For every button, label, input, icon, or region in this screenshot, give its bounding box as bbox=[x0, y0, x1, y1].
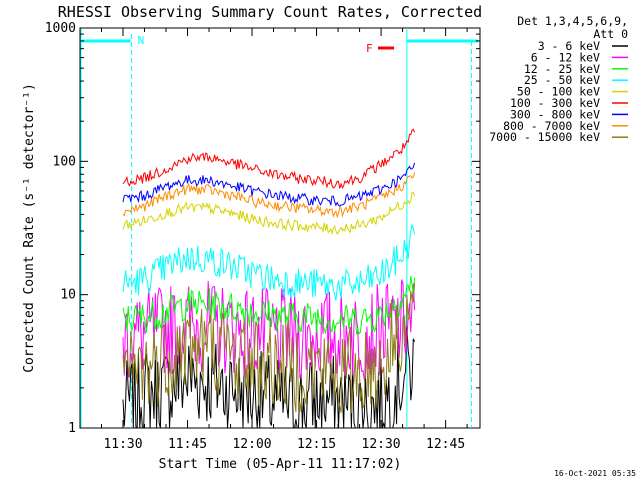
legend-label: 300 - 800 keV bbox=[510, 107, 600, 121]
legend-label: 100 - 300 keV bbox=[510, 96, 600, 110]
flare-label: F bbox=[366, 42, 373, 55]
legend-label: 25 - 50 keV bbox=[524, 73, 600, 87]
plot-frame bbox=[79, 27, 481, 429]
chart-title: RHESSI Observing Summary Count Rates, Co… bbox=[58, 3, 482, 21]
generation-timestamp: 16-Oct-2021 05:35 bbox=[554, 469, 636, 478]
series-line-800-7000keV bbox=[122, 172, 416, 219]
legend-label: 3 - 6 keV bbox=[538, 39, 600, 53]
series-line-50-100keV bbox=[122, 191, 416, 236]
series-layer bbox=[122, 128, 416, 429]
legend-label: 6 - 12 keV bbox=[531, 50, 600, 64]
night-label: N bbox=[138, 34, 145, 47]
axis-layer: 1 10 100 1000 11:30 11:45 12:00 12:15 12:30 12:45 bbox=[45, 21, 480, 452]
x-tick-label: 11:30 bbox=[103, 437, 142, 452]
legend-label: 800 - 7000 keV bbox=[503, 119, 600, 133]
legend-label: 50 - 100 keV bbox=[517, 85, 600, 99]
y-tick-label: 100 bbox=[53, 154, 76, 169]
legend-header-line-1: Det 1,3,4,5,6,9, bbox=[517, 14, 628, 28]
series-line-3-6keV bbox=[122, 326, 416, 429]
x-tick-label: 11:45 bbox=[168, 437, 207, 452]
series-line-12-25keV bbox=[122, 275, 416, 335]
x-tick-label: 12:15 bbox=[297, 437, 336, 452]
x-tick-label: 12:30 bbox=[362, 437, 401, 452]
legend-label: 12 - 25 keV bbox=[524, 62, 600, 76]
x-axis-label: Start Time (05-Apr-11 11:17:02) bbox=[159, 457, 402, 472]
legend-label: 7000 - 15000 keV bbox=[489, 130, 600, 144]
x-tick-label: 12:45 bbox=[426, 437, 465, 452]
series-line-7000-15000keV bbox=[122, 283, 416, 414]
y-axis-label: Corrected Count Rate (s⁻¹ detector⁻¹) bbox=[22, 83, 37, 373]
legend-header-line-2: Att 0 bbox=[593, 27, 628, 41]
y-tick-label: 1 bbox=[68, 421, 76, 436]
x-tick-label: 12:00 bbox=[232, 437, 271, 452]
series-line-25-50keV bbox=[122, 222, 416, 301]
series-line-100-300keV bbox=[122, 128, 416, 190]
y-tick-label: 10 bbox=[60, 288, 76, 303]
series-line-6-12keV bbox=[122, 279, 416, 382]
series-line-300-800keV bbox=[122, 162, 416, 207]
y-tick-label: 1000 bbox=[45, 21, 76, 36]
